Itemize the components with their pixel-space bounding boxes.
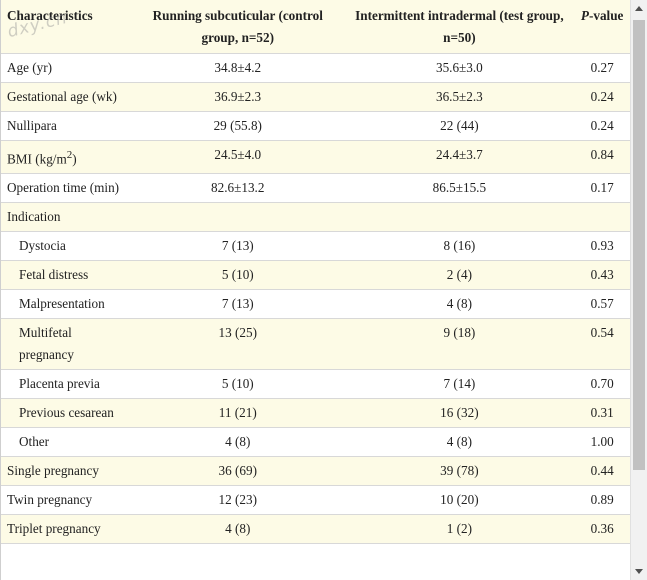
row-control-value: 11 (21) <box>131 398 345 429</box>
table-row: Nullipara 29 (55.8) 22 (44) 0.24 <box>1 111 630 141</box>
row-label: Previous cesarean <box>1 398 132 429</box>
header-p-value: P-value <box>574 0 630 54</box>
row-test-value: 86.5±15.5 <box>344 173 575 204</box>
row-label: Triplet pregnancy <box>1 514 132 545</box>
scroll-up-arrow-icon[interactable] <box>635 6 643 11</box>
row-test-value: 1 (2) <box>344 514 575 545</box>
row-p-value <box>574 202 630 233</box>
row-control-value: 36 (69) <box>131 456 345 487</box>
row-p-value: 0.57 <box>574 289 630 320</box>
row-p-value: 0.54 <box>574 318 630 371</box>
row-p-value: 0.24 <box>574 82 630 112</box>
row-label: Nullipara <box>1 111 132 141</box>
table-row: Single pregnancy 36 (69) 39 (78) 0.44 <box>1 456 630 487</box>
row-label: Fetal distress <box>1 260 132 291</box>
characteristics-table: Characteristics Running subcuticular (co… <box>1 0 630 545</box>
row-control-value: 7 (13) <box>131 289 345 320</box>
table-row: Gestational age (wk) 36.9±2.3 36.5±2.3 0… <box>1 82 630 112</box>
header-p-italic: P <box>580 8 589 23</box>
row-control-value: 36.9±2.3 <box>131 82 345 112</box>
bmi-label: BMI (kg/m <box>7 151 67 167</box>
row-label: Operation time (min) <box>1 173 132 204</box>
row-test-value <box>344 202 575 233</box>
row-test-value: 22 (44) <box>344 111 575 141</box>
row-control-value: 13 (25) <box>131 318 345 371</box>
row-control-value: 12 (23) <box>131 485 345 516</box>
row-control-value: 4 (8) <box>131 514 345 545</box>
row-p-value: 0.89 <box>574 485 630 516</box>
row-test-value: 9 (18) <box>344 318 575 371</box>
row-test-value: 39 (78) <box>344 456 575 487</box>
row-control-value: 4 (8) <box>131 427 345 458</box>
row-label: Placenta previa <box>1 369 132 400</box>
row-test-value: 8 (16) <box>344 231 575 262</box>
header-control-group: Running subcuticular (control group, n=5… <box>131 0 345 54</box>
table-row: Malpresentation 7 (13) 4 (8) 0.57 <box>1 289 630 320</box>
row-test-value: 35.6±3.0 <box>344 53 575 83</box>
row-p-value: 0.70 <box>574 369 630 400</box>
row-label: Single pregnancy <box>1 456 132 487</box>
row-control-value: 29 (55.8) <box>131 111 345 141</box>
row-p-value: 0.93 <box>574 231 630 262</box>
row-test-value: 7 (14) <box>344 369 575 400</box>
table-row: Other 4 (8) 4 (8) 1.00 <box>1 427 630 458</box>
row-p-value: 0.31 <box>574 398 630 429</box>
row-test-value: 36.5±2.3 <box>344 82 575 112</box>
row-label: Dystocia <box>1 231 132 262</box>
row-control-value <box>131 202 345 233</box>
table-row: Age (yr) 34.8±4.2 35.6±3.0 0.27 <box>1 53 630 83</box>
row-test-value: 24.4±3.7 <box>344 140 575 175</box>
scrollbar-thumb[interactable] <box>633 20 645 470</box>
scroll-down-arrow-icon[interactable] <box>635 569 643 574</box>
row-label: Multifetal pregnancy <box>1 318 132 371</box>
table-container: Characteristics Running subcuticular (co… <box>0 0 630 580</box>
row-label: Other <box>1 427 132 458</box>
row-label: Gestational age (wk) <box>1 82 132 112</box>
row-p-value: 0.17 <box>574 173 630 204</box>
table-row: BMI (kg/m2) 24.5±4.0 24.4±3.7 0.84 <box>1 140 630 175</box>
row-label: Malpresentation <box>1 289 132 320</box>
row-p-value: 0.43 <box>574 260 630 291</box>
row-test-value: 10 (20) <box>344 485 575 516</box>
row-test-value: 2 (4) <box>344 260 575 291</box>
row-p-value: 1.00 <box>574 427 630 458</box>
table-row: Triplet pregnancy 4 (8) 1 (2) 0.36 <box>1 514 630 545</box>
header-characteristics: Characteristics <box>1 0 132 54</box>
row-p-value: 0.27 <box>574 53 630 83</box>
row-control-value: 5 (10) <box>131 369 345 400</box>
row-p-value: 0.84 <box>574 140 630 175</box>
vertical-scrollbar[interactable] <box>630 0 647 580</box>
row-label: Indication <box>1 202 132 233</box>
bmi-label-end: ) <box>72 151 77 167</box>
row-test-value: 16 (32) <box>344 398 575 429</box>
row-control-value: 5 (10) <box>131 260 345 291</box>
table-row: Operation time (min) 82.6±13.2 86.5±15.5… <box>1 173 630 204</box>
row-control-value: 82.6±13.2 <box>131 173 345 204</box>
bmi-superscript: 2 <box>66 149 73 161</box>
table-row: Placenta previa 5 (10) 7 (14) 0.70 <box>1 369 630 400</box>
table-row: Previous cesarean 11 (21) 16 (32) 0.31 <box>1 398 630 429</box>
row-test-value: 4 (8) <box>344 289 575 320</box>
row-control-value: 7 (13) <box>131 231 345 262</box>
row-test-value: 4 (8) <box>344 427 575 458</box>
row-label: BMI (kg/m2) <box>1 140 132 175</box>
header-test-group: Intermittent intradermal (test group, n=… <box>344 0 575 54</box>
table-row: Dystocia 7 (13) 8 (16) 0.93 <box>1 231 630 262</box>
row-p-value: 0.44 <box>574 456 630 487</box>
row-control-value: 34.8±4.2 <box>131 53 345 83</box>
table-row: Multifetal pregnancy 13 (25) 9 (18) 0.54 <box>1 318 630 371</box>
table-row: Fetal distress 5 (10) 2 (4) 0.43 <box>1 260 630 291</box>
row-label: Age (yr) <box>1 53 132 83</box>
table-row: Twin pregnancy 12 (23) 10 (20) 0.89 <box>1 485 630 516</box>
header-p-rest: -value <box>588 8 624 23</box>
row-control-value: 24.5±4.0 <box>131 140 345 175</box>
row-p-value: 0.24 <box>574 111 630 141</box>
table-row: Indication <box>1 202 630 233</box>
header-row: Characteristics Running subcuticular (co… <box>1 0 630 54</box>
row-label: Twin pregnancy <box>1 485 132 516</box>
row-p-value: 0.36 <box>574 514 630 545</box>
